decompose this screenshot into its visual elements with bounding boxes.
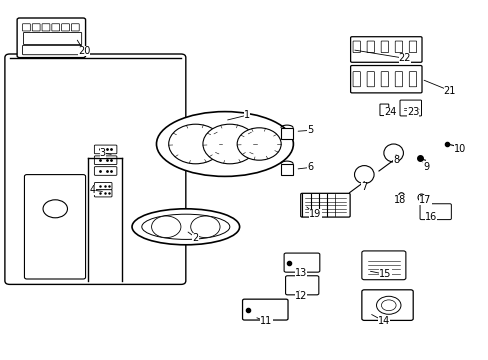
Circle shape (203, 124, 256, 164)
Text: 2: 2 (192, 233, 198, 243)
Text: 19: 19 (308, 209, 321, 219)
FancyBboxPatch shape (300, 193, 349, 217)
Text: 18: 18 (393, 195, 406, 205)
Text: 22: 22 (398, 53, 410, 63)
FancyBboxPatch shape (381, 72, 387, 87)
Text: 16: 16 (424, 212, 437, 222)
FancyBboxPatch shape (22, 45, 81, 55)
Text: 5: 5 (307, 125, 313, 135)
Text: 7: 7 (361, 182, 366, 192)
FancyBboxPatch shape (394, 41, 402, 53)
FancyBboxPatch shape (394, 72, 402, 87)
Polygon shape (281, 164, 293, 175)
Circle shape (381, 300, 395, 311)
Circle shape (376, 296, 400, 314)
FancyBboxPatch shape (71, 24, 79, 31)
FancyBboxPatch shape (94, 145, 117, 154)
FancyBboxPatch shape (22, 24, 30, 31)
FancyBboxPatch shape (361, 290, 412, 320)
Text: 23: 23 (406, 107, 419, 117)
FancyBboxPatch shape (94, 190, 112, 197)
FancyBboxPatch shape (366, 72, 374, 87)
Text: 11: 11 (260, 316, 272, 327)
Text: 14: 14 (377, 316, 389, 326)
Text: 21: 21 (443, 86, 455, 96)
Text: 20: 20 (78, 46, 90, 56)
FancyBboxPatch shape (24, 175, 85, 279)
FancyBboxPatch shape (352, 72, 360, 87)
FancyBboxPatch shape (285, 276, 318, 295)
Ellipse shape (132, 209, 239, 245)
FancyBboxPatch shape (94, 156, 117, 165)
Text: 24: 24 (383, 107, 396, 117)
Text: 10: 10 (452, 144, 465, 154)
Text: 3: 3 (100, 148, 105, 158)
FancyBboxPatch shape (350, 37, 421, 62)
Text: 6: 6 (307, 162, 313, 172)
Polygon shape (281, 128, 293, 139)
FancyBboxPatch shape (94, 183, 112, 190)
Ellipse shape (354, 166, 373, 184)
Text: 12: 12 (294, 291, 306, 301)
FancyBboxPatch shape (399, 100, 421, 116)
FancyBboxPatch shape (42, 24, 50, 31)
FancyBboxPatch shape (419, 204, 450, 220)
FancyBboxPatch shape (5, 54, 185, 284)
Circle shape (237, 128, 281, 160)
Circle shape (151, 216, 181, 238)
Ellipse shape (156, 112, 293, 176)
Text: 9: 9 (423, 162, 428, 172)
FancyBboxPatch shape (32, 24, 40, 31)
FancyBboxPatch shape (23, 32, 81, 45)
Text: 1: 1 (244, 110, 249, 120)
FancyBboxPatch shape (350, 66, 421, 93)
Circle shape (168, 124, 222, 164)
Circle shape (190, 216, 220, 238)
FancyBboxPatch shape (52, 24, 60, 31)
Text: 4: 4 (90, 185, 96, 195)
Circle shape (43, 200, 67, 218)
FancyBboxPatch shape (379, 104, 388, 116)
FancyBboxPatch shape (242, 299, 287, 320)
FancyBboxPatch shape (94, 167, 117, 175)
FancyBboxPatch shape (17, 18, 85, 58)
Ellipse shape (383, 144, 403, 162)
FancyBboxPatch shape (408, 41, 416, 53)
Text: 8: 8 (392, 155, 398, 165)
FancyBboxPatch shape (361, 251, 405, 280)
FancyBboxPatch shape (381, 41, 387, 53)
FancyBboxPatch shape (408, 72, 416, 87)
FancyBboxPatch shape (352, 41, 360, 53)
Text: 13: 13 (294, 268, 306, 278)
FancyBboxPatch shape (61, 24, 69, 31)
Text: 15: 15 (378, 269, 391, 279)
FancyBboxPatch shape (366, 41, 374, 53)
Text: 17: 17 (418, 195, 431, 205)
FancyBboxPatch shape (284, 253, 319, 272)
Ellipse shape (142, 214, 229, 239)
